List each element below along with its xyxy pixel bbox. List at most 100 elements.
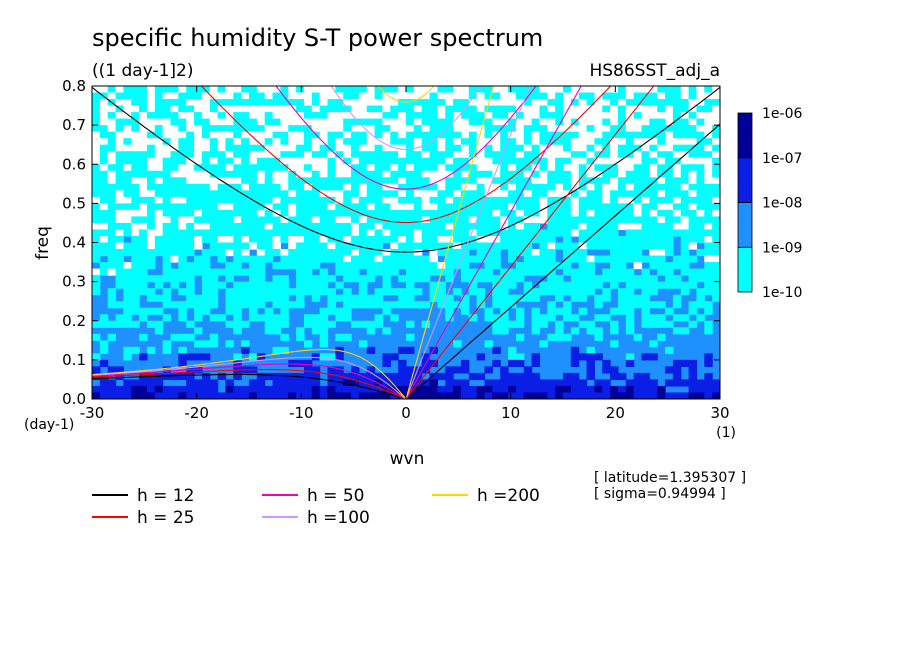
heatmap-cell <box>327 255 336 263</box>
heatmap-cell <box>303 314 313 322</box>
heatmap-cell <box>154 281 164 289</box>
heatmap-cell <box>311 235 321 244</box>
heatmap-cell <box>170 268 179 276</box>
heatmap-cell <box>484 275 493 283</box>
heatmap-cell <box>704 118 713 126</box>
heatmap-cell <box>460 366 470 374</box>
rossby-wave-curve <box>92 369 407 399</box>
heatmap-cell <box>146 177 156 185</box>
heatmap-cell <box>99 379 109 387</box>
heatmap-cell <box>319 105 329 113</box>
heatmap-cell <box>672 203 682 211</box>
heatmap-cell <box>586 151 595 159</box>
heatmap-cell <box>99 346 109 354</box>
heatmap-cell <box>523 209 533 218</box>
heatmap-cell <box>139 288 148 296</box>
heatmap-cell <box>280 372 289 381</box>
heatmap-cell <box>92 151 101 159</box>
heatmap-cell <box>492 151 501 159</box>
heatmap-cell <box>264 112 274 120</box>
heatmap-cell <box>578 203 588 211</box>
heatmap-cell <box>296 164 305 172</box>
heatmap-cell <box>264 118 274 126</box>
heatmap-cell <box>319 235 329 244</box>
heatmap-cell <box>311 216 321 224</box>
heatmap-cell <box>429 203 438 211</box>
heatmap-cell <box>131 385 140 394</box>
heatmap-cell <box>594 112 603 120</box>
heatmap-cell <box>641 372 650 381</box>
heatmap-cell <box>508 170 517 178</box>
heatmap-cell <box>555 92 564 100</box>
heatmap-cell <box>704 359 713 367</box>
heatmap-cell <box>351 294 360 302</box>
heatmap-cell <box>366 392 376 399</box>
heatmap-cell <box>570 353 580 361</box>
heatmap-cell <box>366 327 376 335</box>
heatmap-cell <box>610 249 619 257</box>
heatmap-cell <box>272 229 281 237</box>
heatmap-cell <box>500 320 509 328</box>
heatmap-cell <box>343 190 352 198</box>
heatmap-cell <box>610 203 619 211</box>
heatmap-cell <box>241 255 250 263</box>
heatmap-cell <box>139 268 148 276</box>
heatmap-cell <box>366 216 376 224</box>
heatmap-cell <box>256 288 266 296</box>
heatmap-cell <box>688 138 698 146</box>
heatmap-cell <box>406 209 415 218</box>
heatmap-cell <box>555 229 564 237</box>
heatmap-cell <box>649 229 658 237</box>
heatmap-cell <box>460 359 470 367</box>
heatmap-cell <box>115 99 124 107</box>
heatmap-cell <box>649 112 658 120</box>
heatmap-cell <box>178 262 187 270</box>
heatmap-cell <box>625 275 635 283</box>
heatmap-cell <box>508 249 517 257</box>
heatmap-cell <box>319 222 329 231</box>
heatmap-cell <box>99 235 109 244</box>
heatmap-cell <box>665 392 674 399</box>
heatmap-cell <box>366 144 376 152</box>
heatmap-cell <box>241 281 250 289</box>
heatmap-cell <box>476 222 486 231</box>
heatmap-cell <box>547 118 556 126</box>
heatmap-cell <box>217 235 227 244</box>
heatmap-cell <box>303 275 313 283</box>
heatmap-cell <box>201 164 211 172</box>
heatmap-cell <box>413 157 423 165</box>
heatmap-cell <box>437 92 446 100</box>
heatmap-cell <box>665 222 674 231</box>
heatmap-cell <box>107 366 117 374</box>
heatmap-cell <box>665 183 674 191</box>
heatmap-cell <box>154 235 164 244</box>
heatmap-cell <box>531 131 541 139</box>
heatmap-cell <box>390 118 399 126</box>
heatmap-cell <box>437 99 446 107</box>
heatmap-cell <box>445 86 454 94</box>
heatmap-cell <box>146 392 156 399</box>
heatmap-cell <box>492 125 501 133</box>
heatmap-cell <box>453 177 462 185</box>
heatmap-cell <box>296 327 305 335</box>
heatmap-cell <box>390 164 399 172</box>
heatmap-cell <box>625 196 635 204</box>
heatmap-cell <box>704 112 713 120</box>
heatmap-cell <box>256 235 266 244</box>
heatmap-cell <box>453 340 462 348</box>
heatmap-cell <box>123 275 132 283</box>
heatmap-cell <box>484 112 493 120</box>
heatmap-cell <box>468 209 478 218</box>
heatmap-cell <box>445 190 454 198</box>
heatmap-cell <box>311 281 321 289</box>
heatmap-cell <box>374 242 384 250</box>
heatmap-cell <box>602 209 611 218</box>
heatmap-cell <box>429 281 438 289</box>
heatmap-cell <box>625 385 635 394</box>
heatmap-cell <box>672 209 682 218</box>
heatmap-cell <box>680 92 690 100</box>
heatmap-cell <box>421 190 431 198</box>
heatmap-cell <box>672 92 682 100</box>
heatmap-cell <box>249 190 258 198</box>
heatmap-cell <box>390 229 399 237</box>
